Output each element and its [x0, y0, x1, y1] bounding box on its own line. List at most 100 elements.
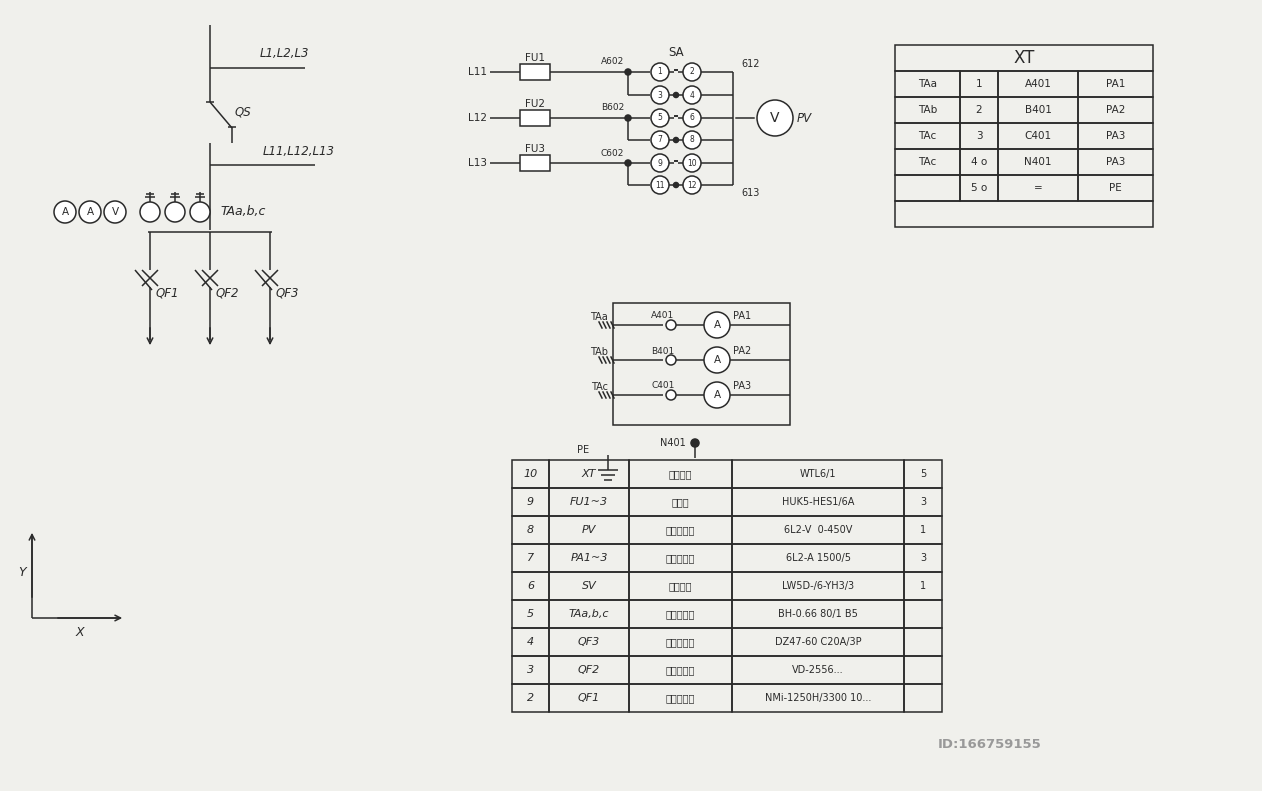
Bar — [1078, 123, 1153, 149]
Text: N401: N401 — [660, 438, 685, 448]
Bar — [1078, 97, 1153, 123]
Text: NMi-1250H/3300 10...: NMi-1250H/3300 10... — [765, 693, 871, 703]
Circle shape — [80, 201, 101, 223]
Bar — [998, 71, 1078, 97]
Bar — [1078, 149, 1153, 175]
Text: DZ47-60 C20A/3P: DZ47-60 C20A/3P — [775, 637, 861, 647]
Text: HUK5-HES1/6A: HUK5-HES1/6A — [782, 497, 854, 507]
Text: PA1: PA1 — [733, 311, 751, 321]
Bar — [895, 175, 960, 201]
Text: PA2: PA2 — [733, 346, 751, 356]
Text: BH-0.66 80/1 B5: BH-0.66 80/1 B5 — [779, 609, 858, 619]
Bar — [520, 64, 550, 80]
Text: FU3: FU3 — [525, 144, 545, 154]
Circle shape — [651, 63, 669, 81]
Text: A401: A401 — [651, 312, 675, 320]
Text: QF3: QF3 — [276, 286, 299, 300]
Bar — [512, 544, 549, 572]
Bar — [732, 544, 904, 572]
Text: 6L2-A 1500/5: 6L2-A 1500/5 — [785, 553, 851, 563]
Bar — [732, 572, 904, 600]
Bar — [628, 572, 732, 600]
Bar — [904, 684, 941, 712]
Circle shape — [625, 115, 631, 121]
Text: 电流端子: 电流端子 — [669, 469, 693, 479]
Bar — [549, 656, 628, 684]
Text: QF1: QF1 — [156, 286, 179, 300]
Bar — [512, 656, 549, 684]
Bar — [549, 460, 628, 488]
Text: L13: L13 — [468, 158, 487, 168]
Text: 612: 612 — [741, 59, 760, 69]
Text: 4 o: 4 o — [970, 157, 987, 167]
Bar — [904, 572, 941, 600]
Text: 3: 3 — [920, 497, 926, 507]
Circle shape — [692, 439, 699, 447]
Bar — [549, 516, 628, 544]
Text: TAa: TAa — [591, 312, 608, 322]
Bar — [895, 71, 960, 97]
Text: PV: PV — [798, 112, 813, 124]
Text: SA: SA — [668, 46, 684, 59]
Text: 5: 5 — [920, 469, 926, 479]
Text: 10: 10 — [688, 158, 697, 168]
Bar — [998, 149, 1078, 175]
Bar — [549, 628, 628, 656]
Circle shape — [651, 176, 669, 194]
Bar — [613, 303, 790, 425]
Text: B602: B602 — [601, 104, 623, 112]
Bar — [520, 155, 550, 171]
Text: L11,L12,L13: L11,L12,L13 — [262, 146, 334, 158]
Bar — [895, 45, 1153, 71]
Text: A: A — [713, 355, 721, 365]
Text: 塑壳断路器: 塑壳断路器 — [666, 665, 695, 675]
Text: TAa: TAa — [917, 79, 936, 89]
Text: 1: 1 — [920, 581, 926, 591]
Text: C602: C602 — [601, 149, 623, 157]
Bar — [628, 460, 732, 488]
Circle shape — [683, 63, 700, 81]
Text: TAc: TAc — [919, 157, 936, 167]
Bar — [512, 628, 549, 656]
Circle shape — [625, 69, 631, 75]
Circle shape — [683, 131, 700, 149]
Text: PA3: PA3 — [1106, 131, 1126, 141]
Bar — [549, 600, 628, 628]
Text: SV: SV — [582, 581, 597, 591]
Bar — [732, 600, 904, 628]
Text: 10: 10 — [524, 469, 538, 479]
Text: LW5D-/6-YH3/3: LW5D-/6-YH3/3 — [782, 581, 854, 591]
Text: V: V — [111, 207, 119, 217]
Text: TAc: TAc — [591, 382, 608, 392]
Text: C401: C401 — [651, 381, 675, 391]
Circle shape — [704, 382, 729, 408]
Text: =: = — [1034, 183, 1042, 193]
Bar — [732, 488, 904, 516]
Text: 1: 1 — [920, 525, 926, 535]
Text: 3: 3 — [920, 553, 926, 563]
Circle shape — [674, 183, 679, 187]
Text: FU1: FU1 — [525, 53, 545, 63]
Text: C401: C401 — [1025, 131, 1051, 141]
Bar — [732, 684, 904, 712]
Text: 4: 4 — [528, 637, 534, 647]
Text: PA1: PA1 — [1106, 79, 1126, 89]
Circle shape — [191, 202, 209, 222]
Text: 交流电压表: 交流电压表 — [666, 525, 695, 535]
Text: 11: 11 — [655, 180, 665, 190]
Bar — [895, 149, 960, 175]
Bar — [732, 516, 904, 544]
Text: 3: 3 — [528, 665, 534, 675]
Text: 6L2-V  0-450V: 6L2-V 0-450V — [784, 525, 852, 535]
Text: A: A — [713, 320, 721, 330]
Bar — [960, 71, 998, 97]
Bar — [904, 656, 941, 684]
Circle shape — [103, 201, 126, 223]
Text: 6: 6 — [528, 581, 534, 591]
Text: FU1~3: FU1~3 — [570, 497, 608, 507]
Text: PA1~3: PA1~3 — [570, 553, 608, 563]
Text: VD-2556...: VD-2556... — [793, 665, 844, 675]
Bar — [732, 656, 904, 684]
Text: A: A — [713, 390, 721, 400]
Bar — [549, 572, 628, 600]
